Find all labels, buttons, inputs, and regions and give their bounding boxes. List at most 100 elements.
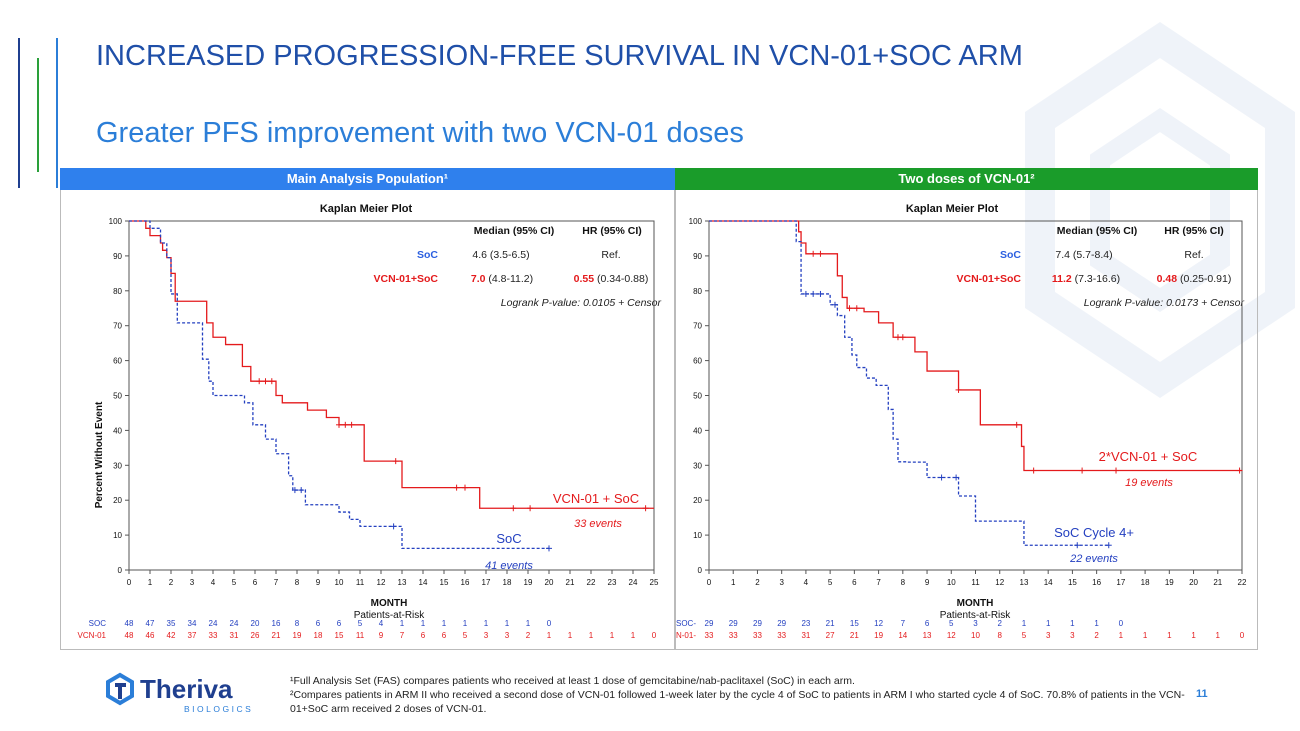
risk-value: 3: [505, 631, 510, 640]
risk-value: 1: [400, 619, 405, 628]
risk-value: 1: [526, 619, 531, 628]
x-tick-label: 13: [398, 578, 407, 587]
risk-value: 33: [777, 631, 786, 640]
right-panel: Kaplan Meier Plot MONTH Patients-at-Risk…: [675, 190, 1258, 650]
risk-value: 1: [421, 619, 426, 628]
y-tick-label: 50: [693, 392, 702, 401]
risk-value: 19: [293, 631, 302, 640]
risk-value: 31: [230, 631, 239, 640]
table-header-median: Median (95% CI): [1057, 225, 1138, 237]
table-vcn-median: 7.0 (4.8-11.2): [471, 273, 533, 285]
risk-value: 1: [442, 619, 447, 628]
x-tick-label: 18: [1141, 578, 1150, 587]
risk-value: 21: [826, 619, 835, 628]
risk-value: 13: [923, 631, 932, 640]
table-soc-hr: Ref.: [1184, 249, 1203, 261]
x-tick-label: 14: [1044, 578, 1053, 587]
x-tick-label: 17: [482, 578, 491, 587]
risk-value: 46: [146, 631, 155, 640]
x-tick-label: 0: [707, 578, 712, 587]
footnotes: ¹Full Analysis Set (FAS) compares patien…: [290, 674, 1190, 716]
risk-value: 31: [801, 631, 810, 640]
y-tick-label: 40: [693, 426, 702, 435]
x-tick-label: 8: [295, 578, 300, 587]
risk-value: 29: [777, 619, 786, 628]
risk-value: 2: [998, 619, 1003, 628]
x-tick-label: 2: [169, 578, 174, 587]
x-tick-label: 20: [1189, 578, 1198, 587]
risk-value: 10: [971, 631, 980, 640]
risk-value: 0: [1240, 631, 1245, 640]
risk-value: 21: [272, 631, 281, 640]
risk-value: 0: [652, 631, 657, 640]
km-curve-soc: [709, 220, 1109, 546]
risk-value: 5: [949, 619, 954, 628]
risk-value: 1: [589, 631, 594, 640]
risk-value: 1: [1070, 619, 1075, 628]
risk-value: 3: [484, 631, 489, 640]
logrank-text: Logrank P-value: 0.0173 + Censor: [1084, 297, 1245, 309]
risk-value: 7: [400, 631, 405, 640]
risk-value: 12: [874, 619, 883, 628]
events-label-soc: 41 events: [485, 560, 533, 572]
y-tick-label: 50: [113, 392, 122, 401]
risk-value: 2: [1094, 631, 1099, 640]
risk-value: 9: [379, 631, 384, 640]
risk-value: 24: [209, 619, 218, 628]
risk-value: 1: [1094, 619, 1099, 628]
x-tick-label: 15: [440, 578, 449, 587]
theriva-logo-mark: [106, 672, 134, 706]
x-tick-label: 10: [947, 578, 956, 587]
risk-row-label: VCN-01: [78, 631, 107, 640]
risk-row-label: SOC: [89, 619, 107, 628]
x-tick-label: 11: [356, 578, 365, 587]
x-tick-label: 1: [731, 578, 736, 587]
table-soc-median: 7.4 (5.7-8.4): [1055, 249, 1112, 261]
x-tick-label: 17: [1116, 578, 1125, 587]
y-tick-label: 90: [113, 252, 122, 261]
vcn-hr-value: 0.48: [1157, 273, 1178, 285]
risk-value: 15: [335, 631, 344, 640]
x-tick-label: 5: [232, 578, 237, 587]
risk-row-label: N-01-: [676, 631, 696, 640]
y-tick-label: 10: [693, 531, 702, 540]
risk-value: 48: [125, 619, 134, 628]
series-label-soc: SoC: [496, 531, 521, 546]
table-header-median: Median (95% CI): [474, 225, 555, 237]
risk-value: 26: [251, 631, 260, 640]
table-soc-label: SoC: [417, 249, 438, 261]
y-tick-label: 30: [693, 461, 702, 470]
x-tick-label: 6: [253, 578, 258, 587]
accent-line-green: [37, 58, 39, 172]
risk-value: 1: [505, 619, 510, 628]
risk-value: 47: [146, 619, 155, 628]
risk-value: 35: [167, 619, 176, 628]
y-tick-label: 20: [113, 496, 122, 505]
risk-value: 1: [463, 619, 468, 628]
risk-value: 4: [379, 619, 384, 628]
risk-value: 1: [1143, 631, 1148, 640]
series-label-vcn: 2*VCN-01 + SoC: [1099, 449, 1198, 464]
y-tick-label: 30: [113, 461, 122, 470]
risk-value: 7: [901, 619, 906, 628]
risk-value: 1: [1022, 619, 1027, 628]
risk-value: 1: [631, 631, 636, 640]
theriva-logo: Theriva BIOLOGICS: [106, 672, 253, 714]
table-header-hr: HR (95% CI): [582, 225, 642, 237]
y-axis-label: Percent Without Event: [94, 401, 105, 508]
x-tick-label: 22: [1238, 578, 1247, 587]
km-plot-two-doses: Kaplan Meier Plot MONTH Patients-at-Risk…: [676, 203, 1247, 640]
risk-value: 5: [1022, 631, 1027, 640]
x-tick-label: 22: [587, 578, 596, 587]
risk-value: 6: [925, 619, 930, 628]
risk-value: 12: [947, 631, 956, 640]
risk-value: 1: [610, 631, 615, 640]
y-tick-label: 60: [113, 357, 122, 366]
km-curve-soc: [129, 220, 549, 550]
risk-value: 1: [1191, 631, 1196, 640]
logo-sub: BIOLOGICS: [184, 704, 253, 714]
y-tick-label: 0: [118, 566, 123, 575]
y-tick-label: 100: [689, 217, 703, 226]
risk-value: 3: [1070, 631, 1075, 640]
